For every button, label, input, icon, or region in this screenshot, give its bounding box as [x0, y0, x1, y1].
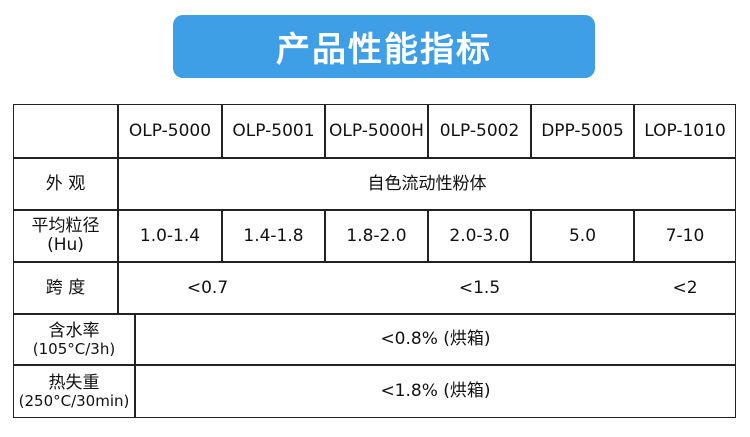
- label-line: (250°C/30min): [18, 391, 130, 410]
- value-cell: <0.7: [186, 278, 229, 298]
- value-cell: 7-10: [634, 210, 736, 262]
- label-line: 外 观: [45, 173, 86, 194]
- row-label: 平均粒径 (Hu): [13, 210, 118, 262]
- label-line: 含水率: [48, 320, 100, 341]
- column-header: OLP-5001: [222, 104, 325, 158]
- column-header: DPP-5005: [531, 104, 634, 158]
- corner-cell: [13, 104, 118, 158]
- column-header: OLP-5000: [118, 104, 222, 158]
- value-cell: <1.8% (烘箱): [135, 365, 736, 418]
- value-cell: <1.5: [458, 278, 501, 298]
- value-cell: 5.0: [531, 210, 634, 262]
- value-row: [118, 262, 736, 314]
- row-label: 热失重 (250°C/30min): [13, 365, 135, 418]
- label-line: 热失重: [48, 372, 100, 393]
- column-header: OLP-5000H: [325, 104, 428, 158]
- value-cell: <2: [672, 278, 698, 298]
- title-banner: 产品性能指标: [173, 15, 595, 78]
- value-cell: 1.4-1.8: [222, 210, 325, 262]
- label-line: (Hu): [47, 235, 84, 255]
- value-cell: 2.0-3.0: [428, 210, 531, 262]
- row-label: 含水率 (105°C/3h): [13, 314, 135, 365]
- column-header: 0LP-5002: [428, 104, 531, 158]
- value-cell: <0.8% (烘箱): [135, 314, 736, 365]
- value-cell: 自色流动性粉体: [118, 158, 736, 210]
- row-label: 外 观: [13, 158, 118, 210]
- value-cell: 1.8-2.0: [325, 210, 428, 262]
- label-line: 跨 度: [45, 277, 86, 298]
- label-line: 平均粒径: [31, 216, 100, 237]
- column-header: LOP-1010: [634, 104, 736, 158]
- value-cell: 1.0-1.4: [118, 210, 222, 262]
- label-line: (105°C/3h): [32, 339, 116, 358]
- row-label: 跨 度: [13, 262, 118, 314]
